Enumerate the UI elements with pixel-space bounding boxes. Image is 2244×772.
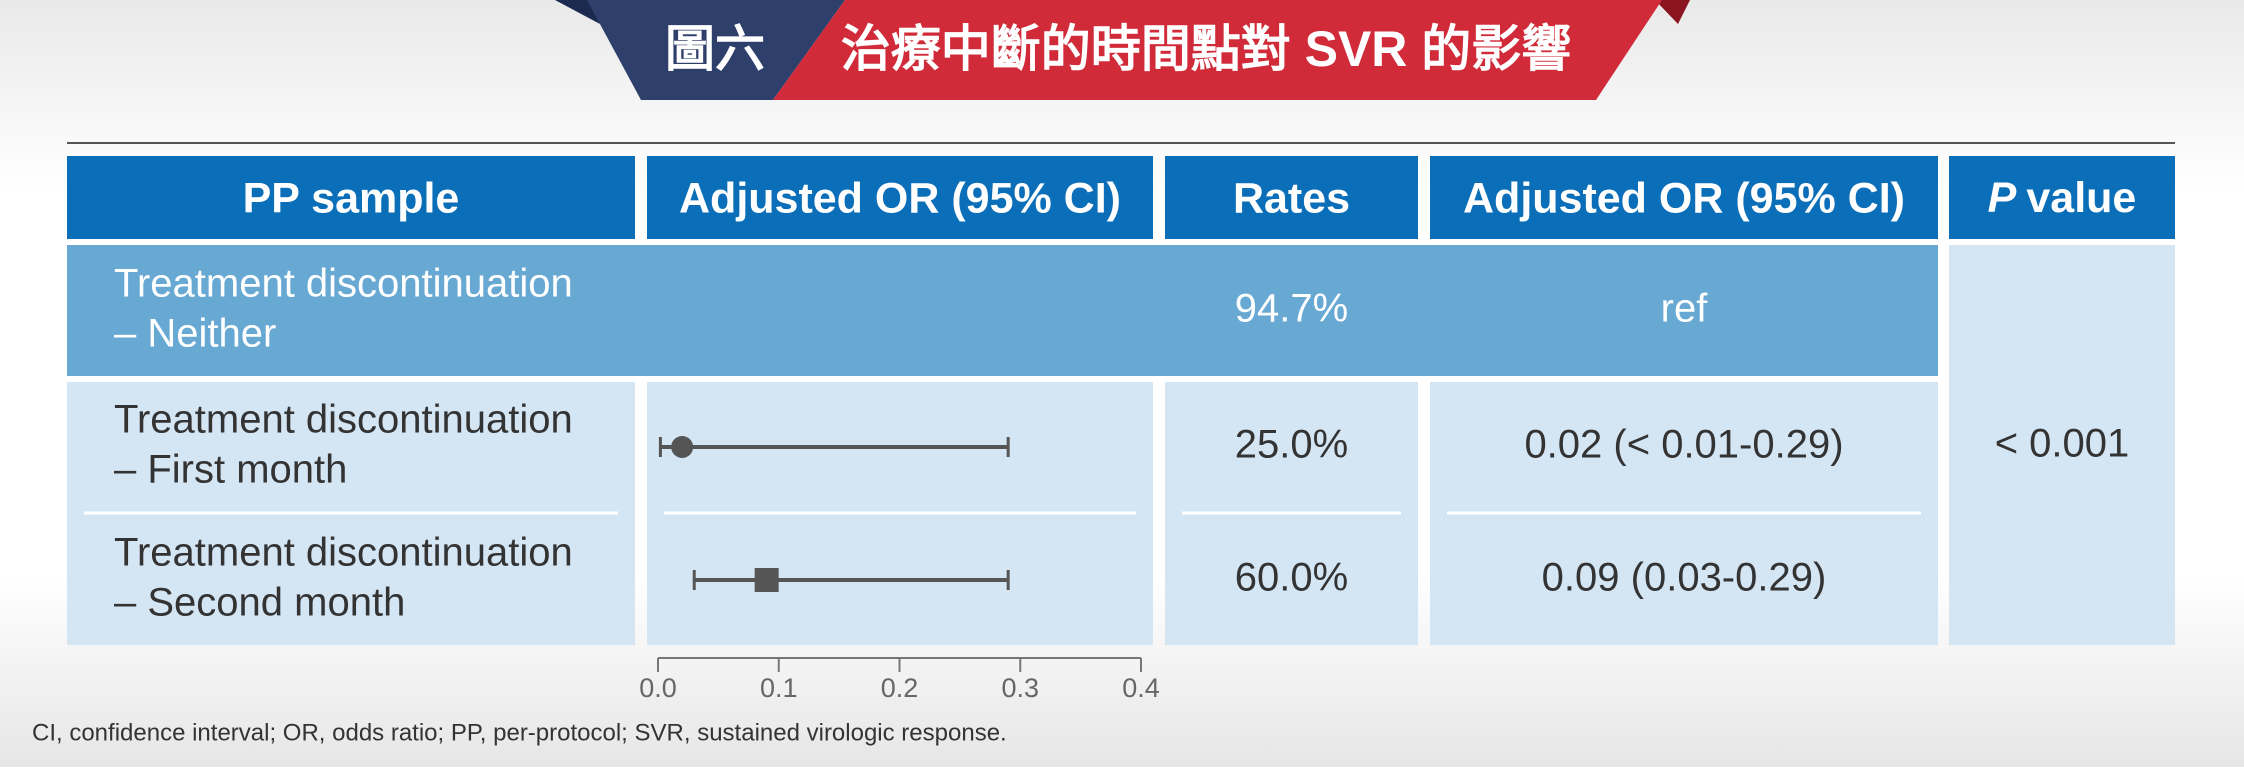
header-cell	[67, 156, 635, 239]
column-header: Adjusted OR (95% CI)	[1463, 174, 1905, 222]
header-italic: P	[1988, 174, 2017, 222]
header-cell	[647, 156, 1153, 239]
sample-label: – Second month	[114, 581, 405, 625]
sample-label: Treatment discontinuation	[114, 262, 573, 306]
point-estimate	[754, 568, 779, 592]
header-text: value	[2026, 174, 2136, 222]
ribbon-fold	[1655, 0, 1690, 24]
x-tick-label: 0.3	[1001, 673, 1039, 703]
column-header: PP sample	[243, 174, 460, 222]
rate: 94.7%	[1235, 287, 1348, 331]
p-value: < 0.001	[1995, 422, 2130, 466]
footnote: CI, confidence interval; OR, odds ratio;…	[32, 719, 1007, 746]
label-ribbon	[587, 0, 845, 100]
sample-label: Treatment discontinuation	[114, 398, 573, 442]
point-estimate	[671, 436, 694, 458]
adjusted-or: 0.02 (< 0.01-0.29)	[1524, 423, 1843, 467]
sample-label: – First month	[114, 448, 347, 492]
ribbon-fold	[555, 0, 600, 24]
sample-label: Treatment discontinuation	[114, 531, 573, 575]
column-header: Adjusted OR (95% CI)	[679, 174, 1121, 222]
reference-row	[67, 245, 1938, 376]
x-tick-label: 0.1	[760, 673, 798, 703]
column-header: Rates	[1233, 174, 1350, 222]
x-tick-label: 0.4	[1122, 673, 1160, 703]
table: PP sample Adjusted OR (95% CI) Rates Adjust…	[67, 156, 2175, 703]
x-tick-label: 0.2	[881, 673, 919, 703]
header-cell	[1430, 156, 1938, 239]
figure-title: 治療中斷的時間點對 SVR 的影響	[841, 21, 1572, 77]
adjusted-or: 0.09 (0.03-0.29)	[1542, 556, 1827, 600]
rate: 60.0%	[1235, 556, 1348, 600]
header-cell	[1165, 156, 1418, 239]
figure-label: 圖六	[665, 21, 765, 77]
header-cell	[1949, 156, 2175, 239]
p-cell	[1949, 245, 2175, 645]
adjusted-or: ref	[1661, 287, 1709, 331]
rate: 25.0%	[1235, 423, 1348, 467]
x-tick-label: 0.0	[639, 673, 677, 703]
title-ribbon	[773, 0, 1662, 100]
sample-label: – Neither	[114, 312, 276, 356]
